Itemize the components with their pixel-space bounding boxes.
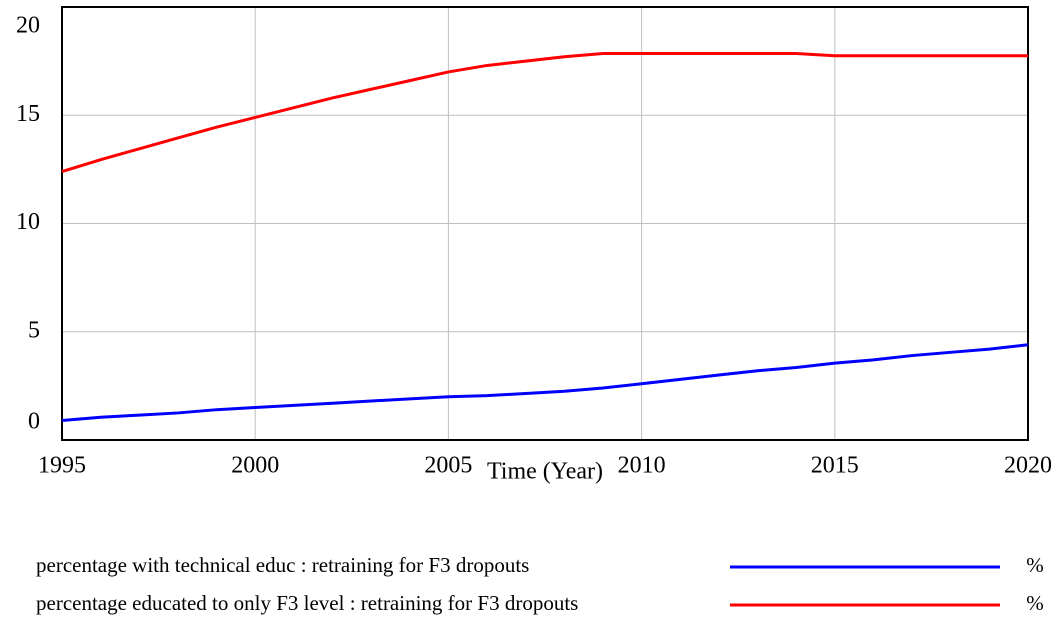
series-line — [61, 52, 1028, 173]
x-axis-label: Time (Year) — [487, 459, 603, 485]
x-tick-label: 2010 — [618, 453, 666, 479]
plot-border — [61, 6, 1029, 441]
x-tick-label: 2005 — [424, 453, 472, 479]
y-tick-label: 10 — [16, 209, 40, 235]
legend: percentage with technical educ : retrain… — [36, 553, 1044, 615]
y-tick-label: 5 — [28, 317, 40, 343]
legend-unit: % — [1026, 553, 1044, 577]
series-line — [61, 343, 1029, 423]
y-tick-label: 0 — [28, 409, 40, 435]
y-tick-label: 15 — [16, 101, 40, 127]
legend-unit: % — [1026, 591, 1044, 615]
legend-label: percentage with technical educ : retrain… — [36, 553, 529, 577]
y-tick-label: 20 — [16, 13, 40, 39]
x-tick-label: 2020 — [1004, 453, 1052, 479]
x-tick-label: 2000 — [231, 453, 279, 479]
legend-label: percentage educated to only F3 level : r… — [36, 591, 578, 615]
x-tick-label: 1995 — [38, 453, 86, 479]
x-tick-label: 2015 — [811, 453, 859, 479]
